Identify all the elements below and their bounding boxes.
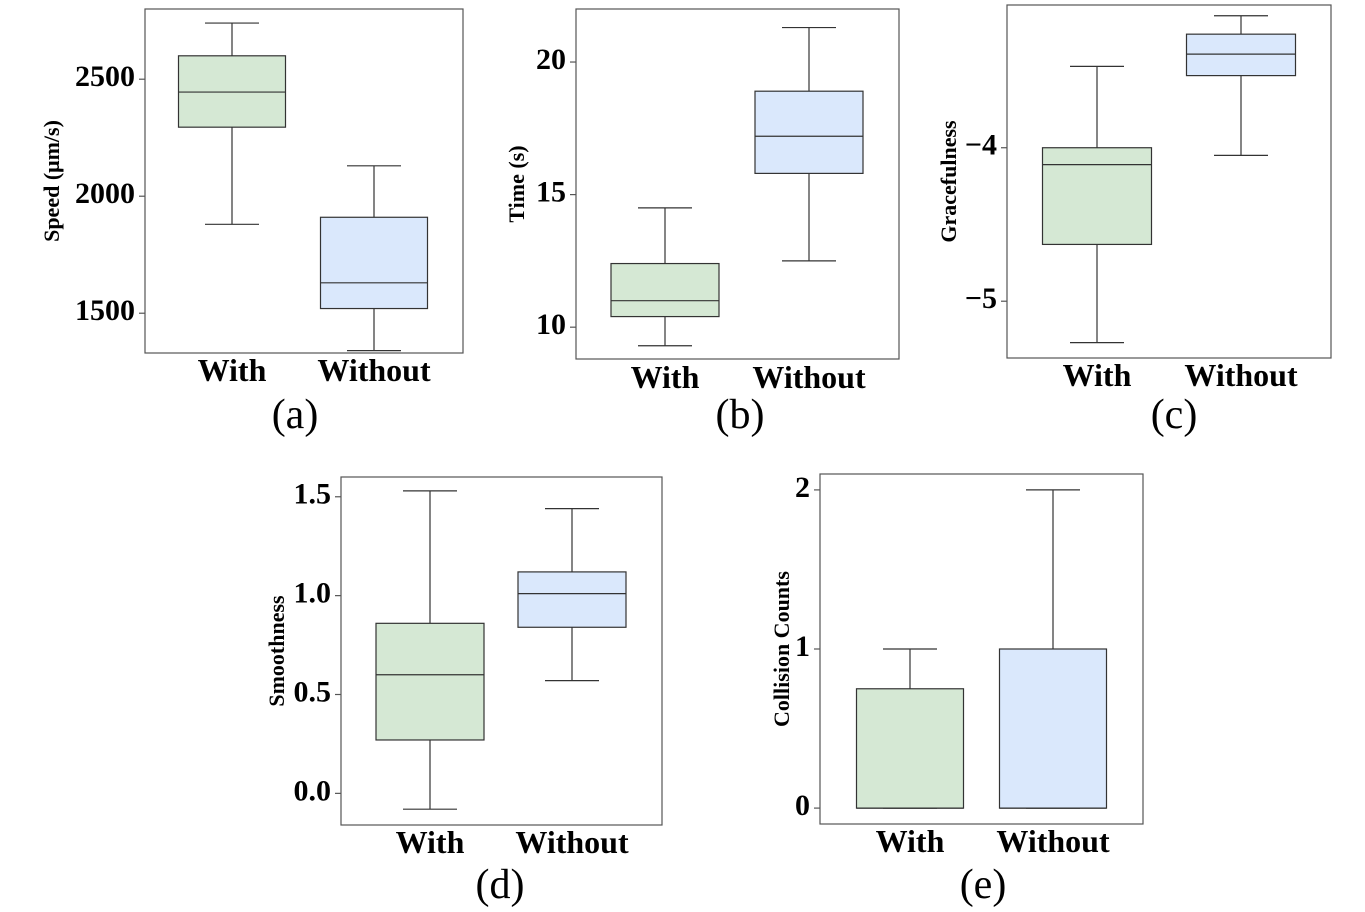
smoothness-panel-label: (d) [476, 862, 525, 908]
gracefulness-plot-frame [1006, 4, 1332, 359]
speed-iqr-box-without [319, 216, 429, 310]
gracefulness-xtick-label-without: Without [1184, 357, 1298, 393]
smoothness-ytick-label: 1.5 [294, 478, 332, 511]
speed-box-with [177, 22, 287, 225]
collision-xtick-label-without: Without [996, 823, 1110, 859]
speed-xtick-label-without: Without [317, 352, 431, 388]
panel-gracefulness: −4 −5 With Without Gracefulness (c) [936, 4, 1332, 438]
panel-collision: 2 1 0 With Without Collision Counts (e) [769, 471, 1144, 908]
speed-ytick-label: 2500 [75, 60, 135, 93]
gracefulness-xtick-label-with: With [1063, 357, 1132, 393]
speed-ytick-label: 2000 [75, 177, 135, 210]
time-box-without [754, 26, 864, 262]
collision-ytick-label: 2 [795, 471, 810, 504]
collision-ylabel: Collision Counts [769, 571, 794, 727]
smoothness-plot-frame [340, 476, 663, 826]
time-box-with [610, 207, 720, 347]
time-iqr-box-without [754, 90, 864, 174]
speed-xtick-label-with: With [198, 352, 267, 388]
time-panel-label: (b) [716, 392, 765, 438]
gracefulness-box-without [1185, 15, 1297, 157]
panel-time: 20 15 10 With Without Time (s) (b) [504, 8, 900, 438]
smoothness-box-without [517, 508, 627, 682]
collision-panel-label: (e) [960, 862, 1007, 908]
gracefulness-ytick-label: −5 [965, 282, 997, 315]
speed-panel-label: (a) [272, 392, 319, 438]
gracefulness-ylabel: Gracefulness [936, 120, 961, 243]
collision-box-without [998, 489, 1108, 809]
collision-box-with [855, 648, 965, 809]
gracefulness-panel-label: (c) [1151, 392, 1198, 438]
smoothness-xtick-label-with: With [396, 824, 465, 860]
collision-iqr-box-without [998, 648, 1108, 809]
speed-ytick-label: 1500 [75, 294, 135, 327]
gracefulness-ytick-label: −4 [965, 129, 997, 162]
gracefulness-iqr-box-without [1185, 33, 1297, 77]
smoothness-iqr-box-without [517, 571, 627, 628]
collision-iqr-box-with [855, 688, 965, 809]
smoothness-ytick-label: 0.5 [294, 675, 332, 708]
collision-ytick-label: 1 [795, 630, 810, 663]
smoothness-ytick-label: 1.0 [294, 577, 332, 610]
gracefulness-iqr-box-with [1041, 147, 1153, 246]
time-iqr-box-with [610, 262, 720, 318]
smoothness-xtick-label-without: Without [515, 824, 629, 860]
time-ytick-label: 20 [536, 43, 566, 76]
speed-ylabel: Speed (μm/s) [39, 120, 64, 242]
time-plot-frame [575, 8, 900, 360]
collision-ytick-label: 0 [795, 789, 810, 822]
smoothness-ytick-label: 0.0 [294, 774, 332, 807]
collision-xtick-label-with: With [876, 823, 945, 859]
smoothness-iqr-box-with [375, 622, 485, 741]
speed-box-without [319, 165, 429, 352]
speed-plot-frame [144, 8, 464, 354]
time-ytick-label: 10 [536, 308, 566, 341]
time-ylabel: Time (s) [504, 145, 529, 222]
panel-speed: 2500 2000 1500 With Without Speed (μm/s) (a) [39, 8, 464, 438]
gracefulness-box-with [1041, 65, 1153, 344]
time-ytick-label: 15 [536, 175, 566, 208]
smoothness-box-with [375, 490, 485, 810]
smoothness-ylabel: Smoothness [264, 595, 289, 707]
panel-smoothness: 1.5 1.0 0.5 0.0 With Without Smoothness (d) [264, 476, 663, 908]
time-xtick-label-with: With [631, 359, 700, 395]
time-xtick-label-without: Without [752, 359, 866, 395]
